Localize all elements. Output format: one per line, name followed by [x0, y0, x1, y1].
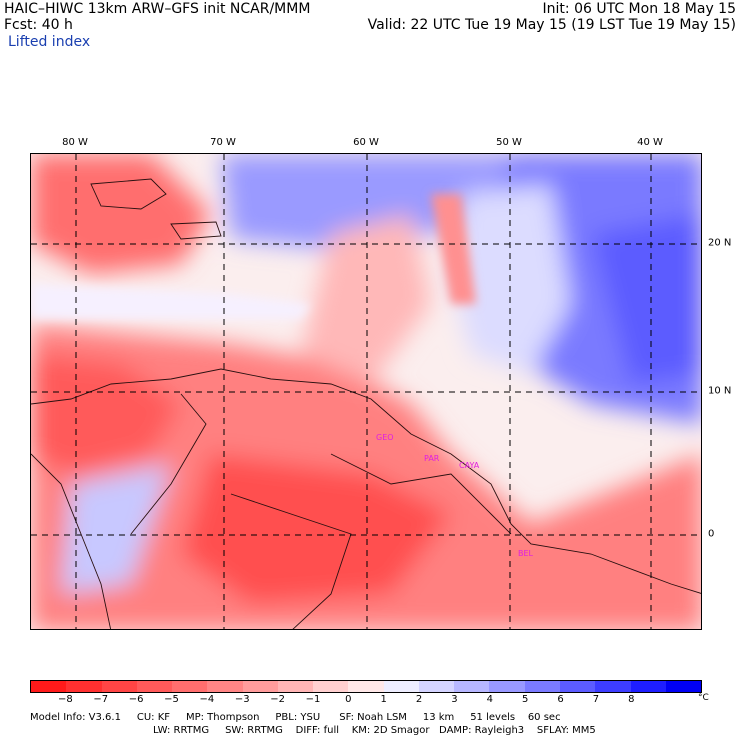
lon-label-40w: 40 W — [637, 137, 663, 148]
model-info-line1: Model Info: V3.6.1 CU: KF MP: Thompson P… — [30, 712, 561, 723]
colorbar-cell — [665, 681, 702, 692]
unstable-region-atlantic — [301, 214, 431, 384]
coast-south-america-north — [31, 368, 701, 594]
colorbar-tick-label: 5 — [521, 694, 529, 705]
microphysics-scheme: MP: Thompson — [185, 712, 260, 723]
colorbar-tick-label: 3 — [451, 694, 458, 705]
surface-scheme: SF: Noah LSM — [339, 712, 407, 723]
colorbar-tick-label: −6 — [128, 694, 144, 705]
time-step: 60 sec — [527, 712, 561, 723]
andes-divide — [130, 393, 207, 535]
colorbar-tick-label: −8 — [57, 694, 73, 705]
colorbar-cell — [524, 681, 560, 692]
cumulus-scheme: CU: KF — [136, 712, 171, 723]
surface-layer-option: SFLAY: MM5 — [536, 725, 596, 736]
city-label-par: PAR — [424, 454, 440, 463]
coastlines — [31, 178, 701, 629]
vertical-levels: 51 levels — [470, 712, 516, 723]
km-option: KM: 2D Smagor — [351, 725, 430, 736]
coast-hispaniola — [170, 221, 222, 240]
diffusion-option: DIFF: full — [295, 725, 339, 736]
lon-label-70w: 70 W — [210, 137, 236, 148]
model-info-line2: LW: RRTMG SW: RRTMG DIFF: full KM: 2D Sm… — [153, 725, 596, 736]
model-title: HAIC–HIWC 13km ARW–GFS init NCAR/MMM — [4, 1, 311, 17]
dry-band — [31, 284, 311, 319]
colorbar-cell — [348, 681, 384, 692]
colorbar-cell — [277, 681, 314, 692]
lon-label-50w: 50 W — [496, 137, 522, 148]
coast-cuba — [90, 178, 167, 210]
colorbar-cell — [313, 681, 349, 692]
colorbar-tick-label: −3 — [234, 694, 250, 705]
colorbar-cell — [66, 681, 102, 692]
colorbar-tick-label: 8 — [628, 694, 635, 705]
colorbar-tick-label: 0 — [345, 694, 352, 705]
coast-south-america-west — [31, 453, 112, 629]
stable-region-andes — [61, 464, 171, 594]
lat-label-0: 0 — [708, 528, 715, 540]
colorbar-tick-label: −7 — [93, 694, 109, 705]
colorbar-cell — [242, 681, 278, 692]
field-name: Lifted index — [8, 34, 91, 50]
colorbar-cell — [101, 681, 137, 692]
colorbar-cell — [172, 681, 208, 692]
colorbar-cell — [31, 681, 67, 692]
border-guianas — [330, 453, 512, 535]
marginal-region — [451, 184, 571, 374]
unstable-region-west — [31, 354, 181, 474]
city-label-geo: GEO — [376, 433, 394, 442]
border-brazil — [230, 493, 352, 629]
colorbar-tick-label: 6 — [557, 694, 564, 705]
colorbar-cell — [595, 681, 631, 692]
map-panel: GEO PAR CAYA BEL — [30, 153, 702, 630]
stable-core-east — [591, 214, 701, 384]
valid-time: Valid: 22 UTC Tue 19 May 15 (19 LST Tue … — [367, 17, 736, 33]
colorbar-cell — [136, 681, 173, 692]
strong-instability-core — [181, 454, 451, 604]
pbl-scheme: PBL: YSU — [275, 712, 321, 723]
colorbar-tick-label: −2 — [270, 694, 285, 705]
colorbar-cell — [207, 681, 243, 692]
forecast-hour: Fcst: 40 h — [4, 17, 73, 33]
lon-label-80w: 80 W — [62, 137, 88, 148]
grid-spacing: 13 km — [422, 712, 455, 723]
lifted-index-map: GEO PAR CAYA BEL — [31, 154, 701, 629]
convective-streak — [431, 194, 476, 304]
longwave-scheme: LW: RRTMG — [153, 725, 210, 736]
colorbar-tick-label: 7 — [592, 694, 600, 705]
init-time: Init: 06 UTC Mon 18 May 15 — [542, 1, 736, 17]
graticule — [31, 154, 701, 629]
colorbar-cell — [559, 681, 596, 692]
lon-label-60w: 60 W — [353, 137, 379, 148]
model-version: Model Info: V3.6.1 — [30, 712, 121, 723]
colorbar-unit: °C — [698, 693, 709, 703]
colorbar-cell — [418, 681, 455, 692]
colorbar-cell — [383, 681, 419, 692]
colorbar-tick-label: 1 — [380, 694, 387, 705]
lat-label-20n: 20 N — [708, 237, 732, 249]
city-label-caya: CAYA — [459, 461, 480, 470]
colorbar-tick-label: −1 — [305, 694, 321, 705]
shortwave-scheme: SW: RRTMG — [225, 725, 283, 736]
damping-option: DAMP: Rayleigh3 — [439, 725, 525, 736]
colorbar — [30, 680, 702, 693]
colorbar-tick-label: 2 — [415, 694, 423, 705]
city-label-bel: BEL — [518, 549, 534, 558]
colorbar-tick-label: −4 — [199, 694, 215, 705]
colorbar-cell — [630, 681, 666, 692]
colorbar-tick-label: 4 — [486, 694, 493, 705]
lat-label-10n: 10 N — [708, 385, 732, 397]
colorbar-cell — [454, 681, 490, 692]
colorbar-tick-label: −5 — [164, 694, 179, 705]
colorbar-cell — [489, 681, 525, 692]
